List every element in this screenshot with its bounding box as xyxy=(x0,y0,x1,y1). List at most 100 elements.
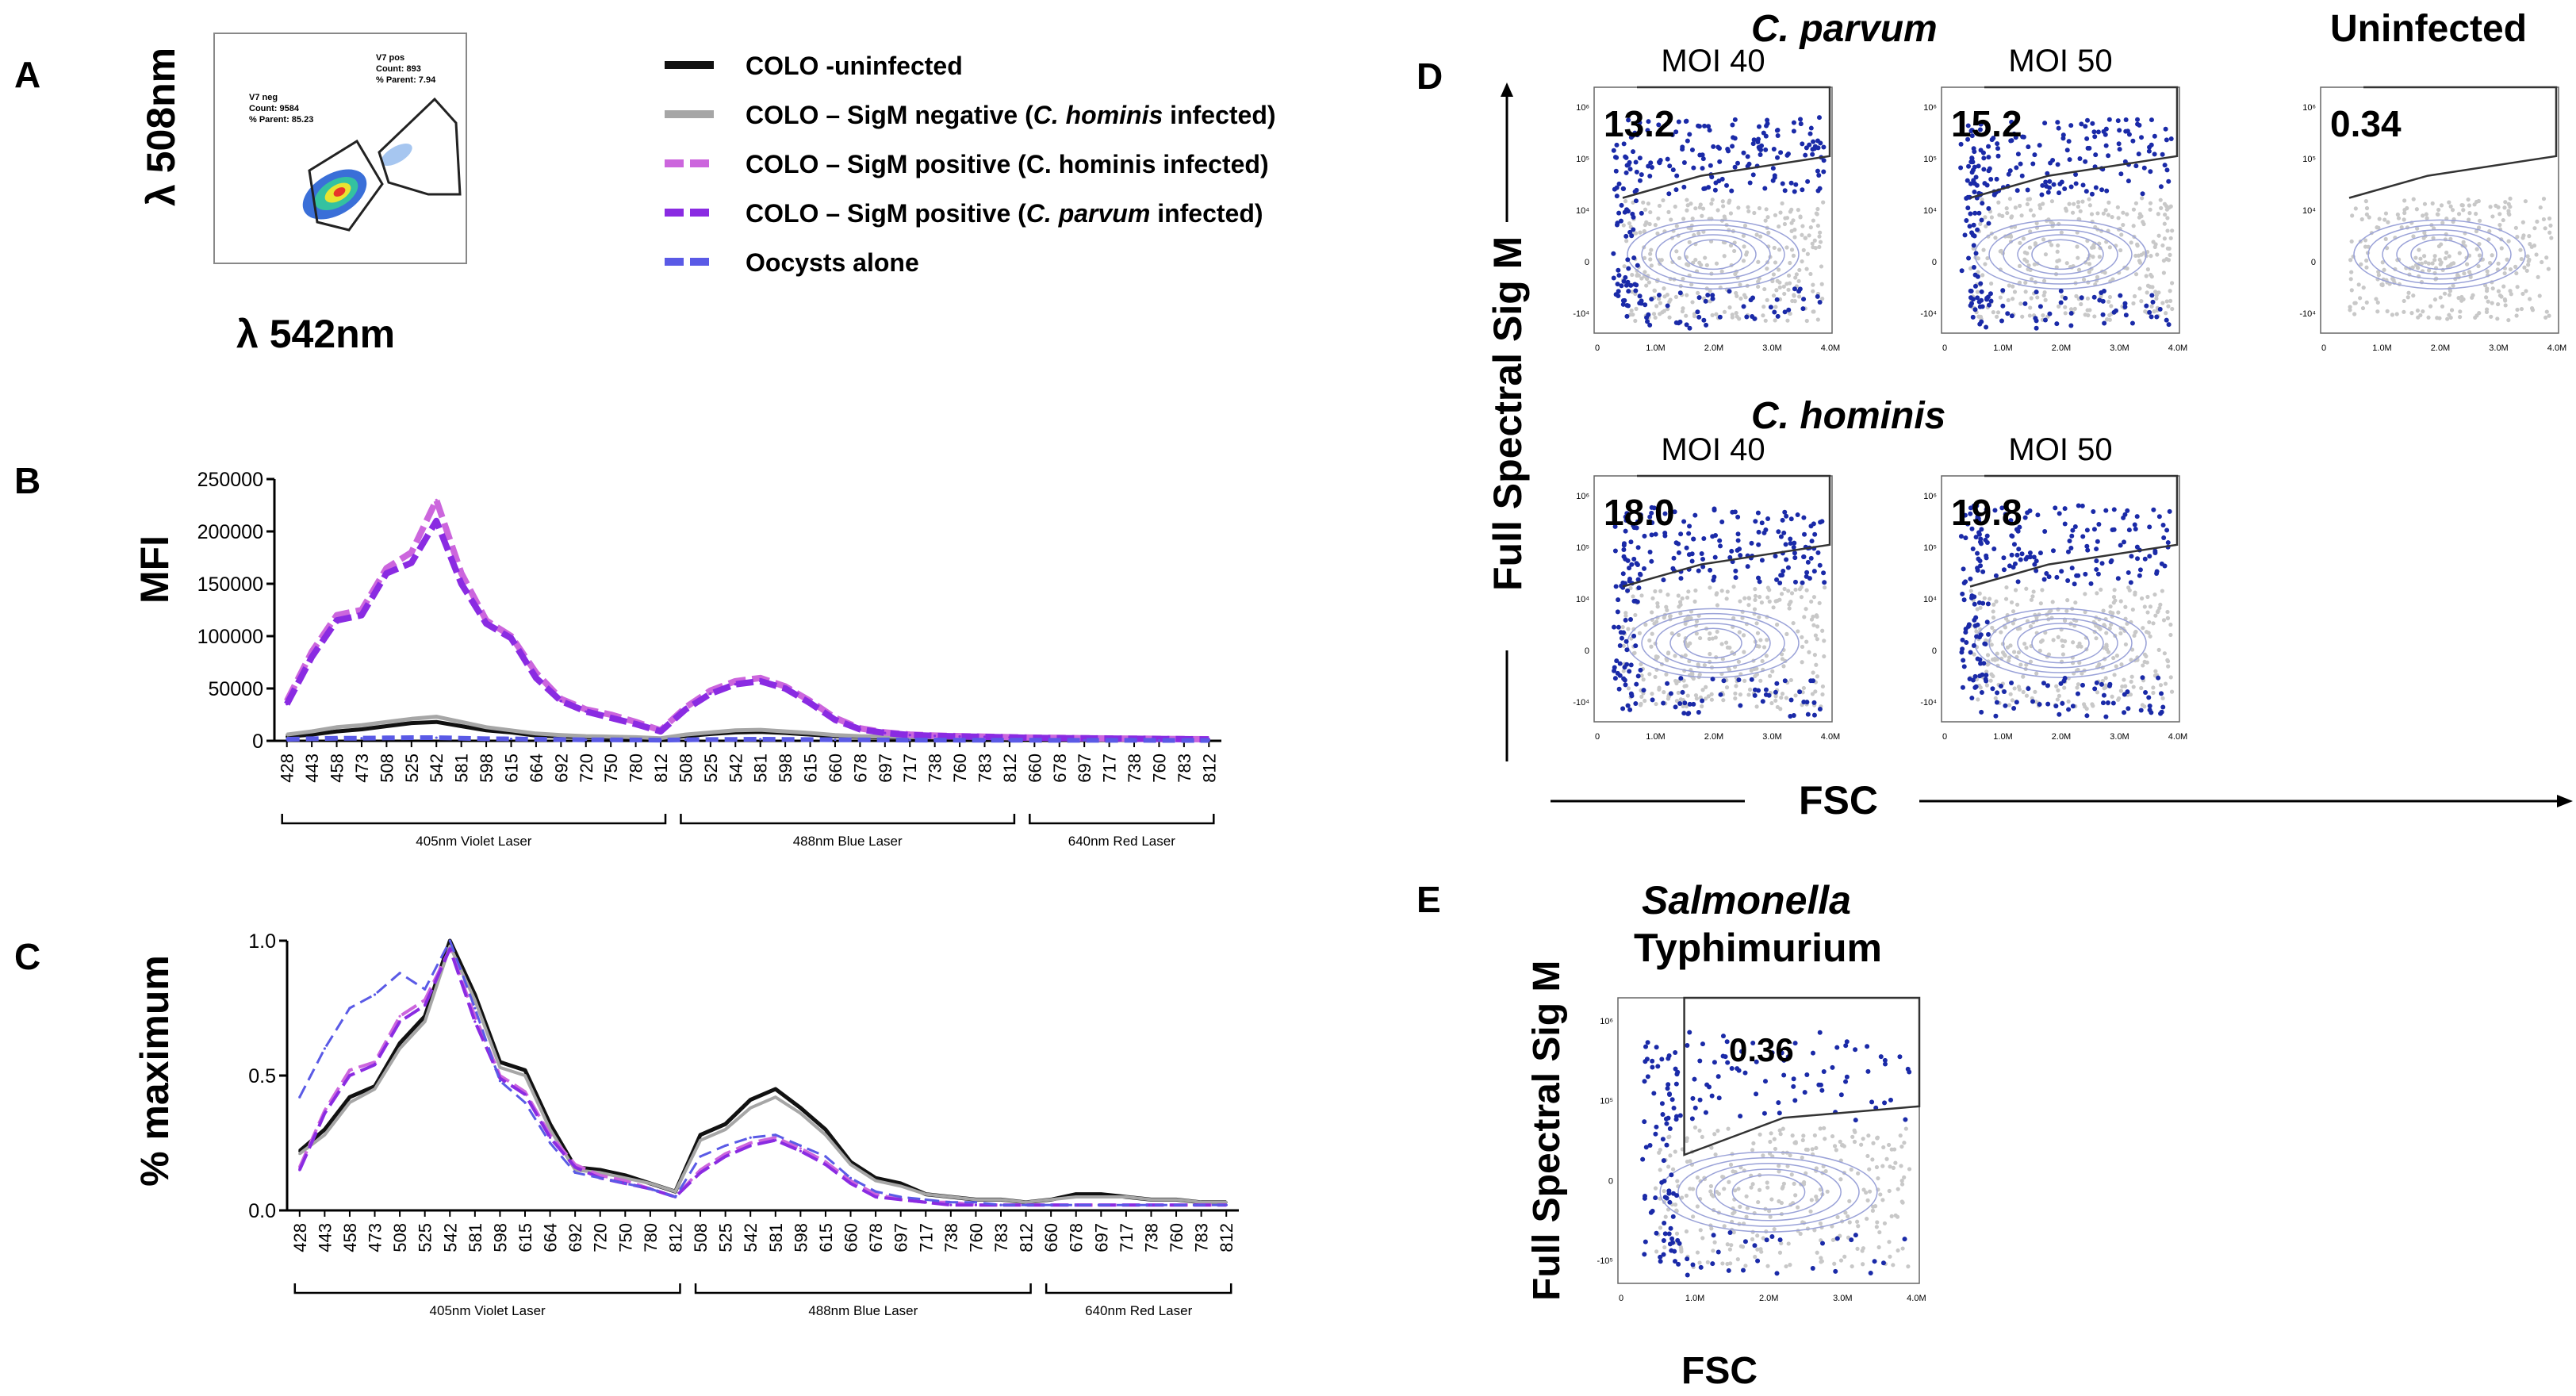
density-pos-cloud xyxy=(381,143,412,166)
flow-plot: 0 1.0M 2.0M 3.0M 4.0M 10⁶ 10⁵ 10⁴ 0 -10⁴ 18.0 MOI 4… xyxy=(1573,432,1840,742)
series-point-oocysts xyxy=(373,993,377,996)
y-tick-label: 10⁶ xyxy=(1576,492,1589,501)
series-point-sigm_neg xyxy=(649,1182,652,1185)
series-point-sigm_neg xyxy=(485,726,488,729)
series-point-sigm_pos_parvum xyxy=(774,1139,777,1142)
chart-c-x-tick-label: 542 xyxy=(440,1223,460,1252)
series-point-sigm_pos_parvum xyxy=(373,1063,377,1066)
y-tick-label: 0 xyxy=(1608,1176,1613,1186)
x-tick-label: 0 xyxy=(1619,1294,1623,1303)
laser-bracket-1 xyxy=(694,1283,1032,1294)
y-tick-label: 10⁵ xyxy=(2302,155,2316,164)
panel-letter-b: B xyxy=(14,460,40,501)
series-point-sigm_neg xyxy=(460,720,463,723)
gate-neg-count: Count: 9584 xyxy=(249,104,300,113)
series-point-oocysts xyxy=(1024,1203,1028,1206)
series-point-oocysts xyxy=(759,738,762,741)
series-point-sigm_pos_parvum xyxy=(286,703,289,706)
series-point-sigm_pos_parvum xyxy=(335,619,339,622)
series-point-sigm_pos_parvum xyxy=(398,1020,401,1023)
y-tick-label: -10⁴ xyxy=(2299,309,2316,319)
series-point-oocysts xyxy=(360,737,363,740)
chart-b-x-tick-label: 443 xyxy=(302,754,322,783)
chart-b-x-tick-label: 738 xyxy=(926,754,945,783)
series-point-oocysts xyxy=(398,972,401,975)
d-y-axis-label: Full Spectral Sig M xyxy=(1485,236,1530,591)
series-point-sigm_pos_parvum xyxy=(410,562,413,565)
contour xyxy=(1641,612,1785,673)
series-point-sigm_pos_parvum xyxy=(559,700,562,703)
series-point-oocysts xyxy=(485,737,488,740)
series-point-sigm_pos_parvum xyxy=(849,1182,853,1185)
series-point-uninfected xyxy=(348,1095,351,1099)
series-point-sigm_pos_parvum xyxy=(808,701,812,705)
laser-bracket-2 xyxy=(1029,814,1215,825)
series-point-sigm_neg xyxy=(609,735,612,738)
chart-b-x-tick-label: 760 xyxy=(1149,754,1169,783)
series-point-oocysts xyxy=(623,1182,627,1185)
flow-plot: 0 1.0M 2.0M 3.0M 4.0M 10⁶ 10⁵ 10⁴ 0 -10⁴ 19.8 MOI 5… xyxy=(1920,432,2187,742)
series-point-sigm_neg xyxy=(724,1128,727,1131)
chart-b-x-tick-label: 542 xyxy=(427,754,447,783)
chart-c-x-tick-label: 812 xyxy=(1217,1223,1236,1252)
series-point-oocysts xyxy=(724,1144,727,1147)
series-point-oocysts xyxy=(673,1195,677,1198)
sigm-gate xyxy=(1683,996,1921,1156)
series-point-sigm_pos_hominis xyxy=(385,566,388,570)
e-x-axis-label: FSC xyxy=(1681,1350,1758,1392)
chart-c-y-tick-label: 0.5 xyxy=(248,1065,276,1087)
gate-v7-neg xyxy=(308,139,384,232)
series-point-oocysts xyxy=(774,1133,777,1137)
series-point-uninfected xyxy=(335,730,339,733)
contour xyxy=(1669,234,1757,275)
panel-a-y-axis-label: λ 508nm xyxy=(139,48,183,206)
chart-b-y-tick-label: 200000 xyxy=(197,521,263,543)
series-point-uninfected xyxy=(1075,1193,1078,1196)
gate-pos-parent: % Parent: 7.94 xyxy=(376,75,436,85)
gate-percentage: 15.2 xyxy=(1951,103,2022,144)
chart-c-x-tick-label: 664 xyxy=(541,1223,561,1252)
series-point-sigm_pos_parvum xyxy=(485,622,488,625)
chart-c-x-tick-label: 678 xyxy=(866,1223,886,1252)
chart-b-x-tick-label: 812 xyxy=(1199,754,1219,783)
chart-c-x-tick-label: 717 xyxy=(1117,1223,1137,1252)
y-tick-label: -10⁴ xyxy=(1573,698,1589,708)
series-point-sigm_neg xyxy=(1175,1198,1178,1201)
series-point-oocysts xyxy=(1133,738,1136,742)
contour xyxy=(1677,1156,1860,1227)
y-tick-label: 10⁶ xyxy=(2302,103,2316,113)
y-tick-label: 10⁶ xyxy=(1600,1017,1613,1026)
d-y-arrowhead xyxy=(1501,82,1513,97)
series-point-oocysts xyxy=(1125,1203,1128,1206)
series-point-uninfected xyxy=(460,724,463,728)
series-point-sigm_pos_hominis xyxy=(398,1014,401,1018)
panel-d-flow-plots: 0 1.0M 2.0M 3.0M 4.0M 10⁶ 10⁵ 10⁴ 0 -10⁴ 13.2 MOI 4… xyxy=(1573,44,2566,742)
contour xyxy=(2031,239,2090,270)
series-point-sigm_pos_hominis xyxy=(749,1141,752,1145)
chart-c-x-tick-label: 760 xyxy=(966,1223,986,1252)
panel-letter-a: A xyxy=(14,54,40,95)
panel-a-x-axis-label: λ 542nm xyxy=(236,312,395,356)
legend-label-2: COLO – SigM positive (C. hominis infecte… xyxy=(746,150,1269,178)
chart-b-y-tick-label: 250000 xyxy=(197,469,263,491)
series-point-sigm_neg xyxy=(709,731,712,734)
series-point-sigm_pos_hominis xyxy=(559,697,562,700)
series-point-sigm_pos_parvum xyxy=(908,734,911,737)
series-point-sigm_neg xyxy=(1225,1201,1228,1204)
series-point-oocysts xyxy=(1108,738,1111,742)
series-line-oocysts xyxy=(286,735,1209,743)
gate-pos-count: Count: 893 xyxy=(376,64,421,74)
series-point-sigm_neg xyxy=(286,733,289,736)
series-point-sigm_neg xyxy=(1200,1201,1203,1204)
flow-plot-frame xyxy=(1941,475,2180,723)
series-point-sigm_neg xyxy=(858,734,861,738)
series-point-sigm_neg xyxy=(849,1163,853,1166)
series-point-sigm_pos_hominis xyxy=(335,614,339,617)
series-point-sigm_pos_parvum xyxy=(535,677,538,680)
contour xyxy=(1659,1151,1878,1233)
density-core xyxy=(333,187,346,197)
x-tick-label: 2.0M xyxy=(1759,1294,1778,1303)
series-point-sigm_neg xyxy=(1099,1195,1102,1198)
legend-label-1: COLO – SigM negative (C. hominis infecte… xyxy=(746,101,1276,129)
y-tick-label: 0 xyxy=(1932,258,1937,267)
